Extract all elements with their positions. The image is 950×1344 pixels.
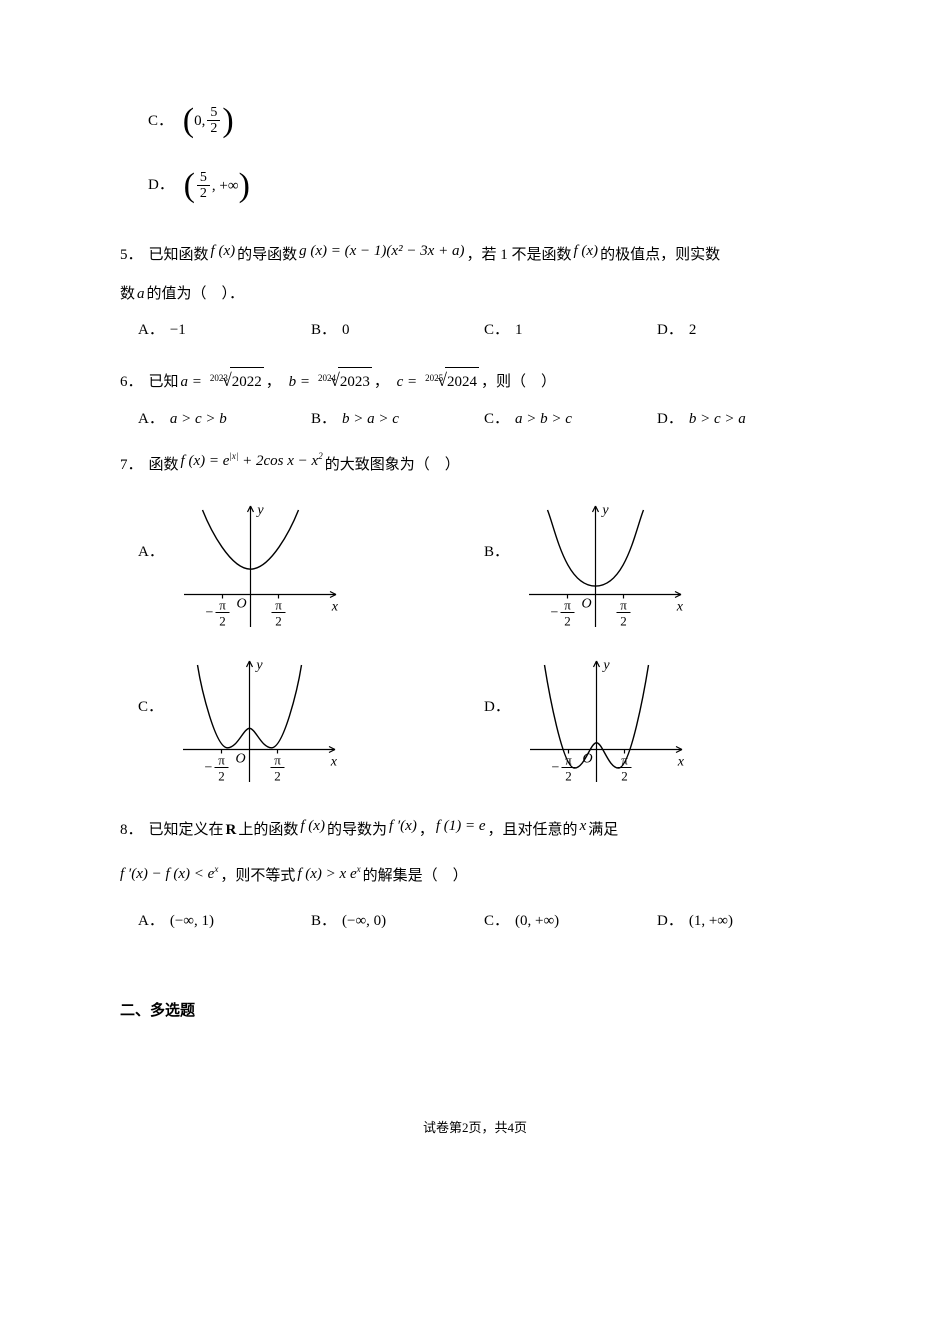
q8-options: A．(−∞, 1) B．(−∞, 0) C．(0, +∞) D．(1, +∞) xyxy=(138,905,830,938)
question-6: 6． 已知 a = 2023 √2022 ， b = 2024 √2023 ， … xyxy=(120,363,830,436)
q6-options: A．a > c > b B．b > a > c C．a > b > c D．b … xyxy=(138,403,830,436)
question-7: 7． 函数 f (x) = e|x| + 2cos x − x2 的大致图象为（… xyxy=(120,451,830,800)
svg-text:π: π xyxy=(219,597,226,612)
svg-text:O: O xyxy=(581,596,591,611)
radical-b: 2024 √2023 xyxy=(312,363,372,397)
svg-text:π: π xyxy=(620,597,627,612)
svg-text:y: y xyxy=(254,658,263,673)
option-d-interval: D． ( 5 2 , +∞ ) xyxy=(148,171,830,202)
interval-c: ( 0, 5 2 ) xyxy=(183,106,234,137)
fig-B: B． yxOπ2−π2 xyxy=(484,490,830,645)
svg-text:2: 2 xyxy=(275,613,282,628)
svg-text:2: 2 xyxy=(219,613,226,628)
section-2-title: 二、多选题 xyxy=(120,997,830,1026)
svg-text:π: π xyxy=(274,752,281,767)
svg-text:π: π xyxy=(275,597,282,612)
question-8: 8． 已知定义在 R 上的函数 f (x) 的导数为 f ′(x) ， f (1… xyxy=(120,816,830,938)
graph-A: yxOπ2−π2 xyxy=(174,500,344,635)
svg-text:π: π xyxy=(218,752,225,767)
svg-text:y: y xyxy=(600,503,609,518)
svg-text:−: − xyxy=(551,605,559,620)
svg-text:x: x xyxy=(677,754,685,769)
svg-text:x: x xyxy=(676,599,684,614)
svg-text:O: O xyxy=(236,596,246,611)
fig-A: A． yxOπ2−π2 xyxy=(138,490,484,645)
svg-text:2: 2 xyxy=(620,613,627,628)
svg-text:y: y xyxy=(255,503,264,518)
option-label-d: D． xyxy=(148,177,174,193)
svg-text:−: − xyxy=(205,605,213,620)
fig-D: D． yxOπ2−π2 xyxy=(484,645,830,800)
svg-text:y: y xyxy=(601,658,610,673)
svg-text:2: 2 xyxy=(565,768,572,783)
svg-text:−: − xyxy=(551,760,559,775)
graph-C: yxOπ2−π2 xyxy=(173,655,343,790)
svg-text:2: 2 xyxy=(621,768,628,783)
graph-D: yxOπ2−π2 xyxy=(520,655,690,790)
svg-text:2: 2 xyxy=(274,768,281,783)
svg-text:O: O xyxy=(235,751,245,766)
q5-options: A．−1 B．0 C．1 D．2 xyxy=(138,314,830,347)
interval-d: ( 5 2 , +∞ ) xyxy=(184,171,250,202)
svg-text:2: 2 xyxy=(218,768,225,783)
svg-text:x: x xyxy=(331,599,339,614)
radical-c: 2025 √2024 xyxy=(419,363,479,397)
svg-text:−: − xyxy=(205,760,213,775)
svg-text:x: x xyxy=(330,754,338,769)
svg-text:2: 2 xyxy=(564,613,571,628)
q7-figures: A． yxOπ2−π2 B． yxOπ2−π2 C． yxOπ2−π2 D． y… xyxy=(138,490,830,800)
graph-B: yxOπ2−π2 xyxy=(519,500,689,635)
page-footer: 试卷第2页，共4页 xyxy=(120,1116,830,1141)
svg-text:π: π xyxy=(565,752,572,767)
radical-a: 2023 √2022 xyxy=(204,363,264,397)
fig-C: C． yxOπ2−π2 xyxy=(138,645,484,800)
option-c-interval: C． ( 0, 5 2 ) xyxy=(148,106,830,137)
question-5: 5． 已知函数 f (x) 的导函数 g (x) = (x − 1)(x² − … xyxy=(120,241,830,347)
option-label-c: C． xyxy=(148,113,173,129)
svg-text:π: π xyxy=(564,597,571,612)
